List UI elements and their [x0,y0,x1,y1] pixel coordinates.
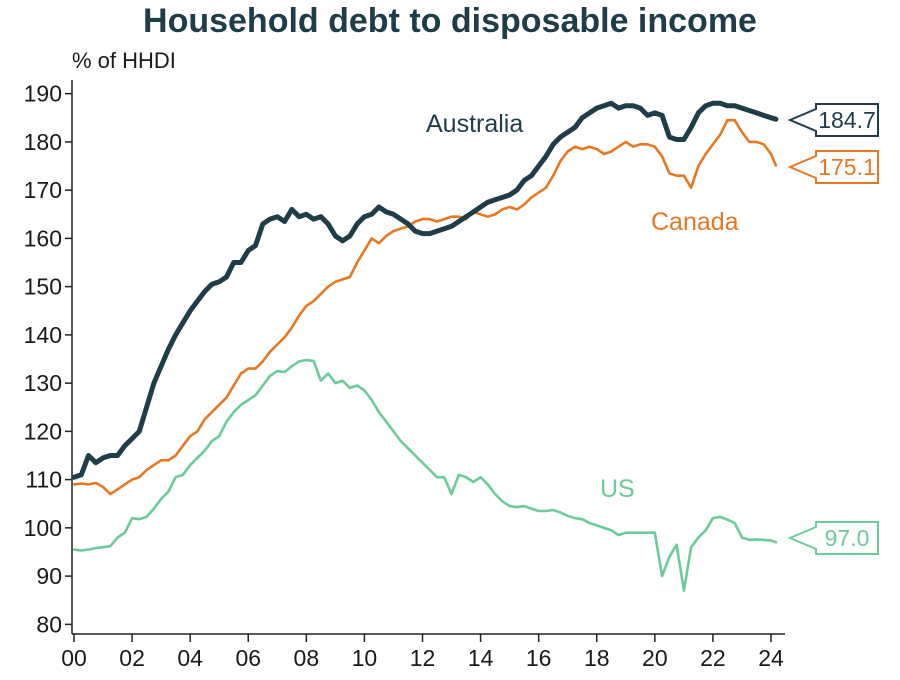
y-axis-unit-label: % of HHDI [72,48,176,73]
y-tick-label: 110 [25,467,62,493]
x-tick-label: 14 [468,645,494,671]
y-tick-label: 160 [24,225,62,251]
x-tick-label: 12 [410,645,436,671]
end-value-label-us: 97.0 [825,525,870,551]
y-tick-label: 170 [24,177,62,203]
x-tick-label: 24 [758,645,784,671]
x-tick-label: 00 [61,645,87,671]
x-tick-label: 06 [235,645,261,671]
x-tick-label: 20 [642,645,668,671]
y-tick-label: 100 [24,515,62,541]
series-line-australia [71,100,779,480]
x-tick-label: 16 [526,645,552,671]
x-tick-label: 02 [119,645,145,671]
x-tick-label: 22 [700,645,726,671]
end-value-label-australia: 184.7 [818,107,876,133]
series-label-australia: Australia [426,110,523,138]
x-tick-label: 04 [177,645,203,671]
axes: 80 90 100 110 120 130 140 150 160 170 180 190 00 02 04… [24,80,785,671]
series-label-us: US [600,475,635,503]
end-value-callout-canada [787,150,879,184]
y-tick-label: 80 [36,611,62,637]
x-tick-label: 18 [584,645,610,671]
series-layer [71,100,779,592]
labels-layer: Australia Canada US 184.7 175.1 97.0 [426,103,879,555]
x-tick-label: 08 [294,645,320,671]
y-tick-label: 180 [24,129,62,155]
series-line-canada [72,118,778,496]
end-value-callout-australia [787,103,879,137]
series-label-canada: Canada [651,208,739,236]
end-value-callout-us [787,521,879,555]
y-tick-label: 120 [24,418,62,444]
end-value-label-canada: 175.1 [818,154,876,180]
y-tick-label: 140 [24,322,62,348]
x-tick-label: 10 [352,645,378,671]
series-line-us [72,358,778,592]
y-tick-label: 150 [24,274,62,300]
y-tick-label: 190 [24,81,62,107]
y-tick-label: 130 [24,370,62,396]
chart-title: Household debt to disposable income [143,2,757,40]
y-tick-label: 90 [36,563,62,589]
